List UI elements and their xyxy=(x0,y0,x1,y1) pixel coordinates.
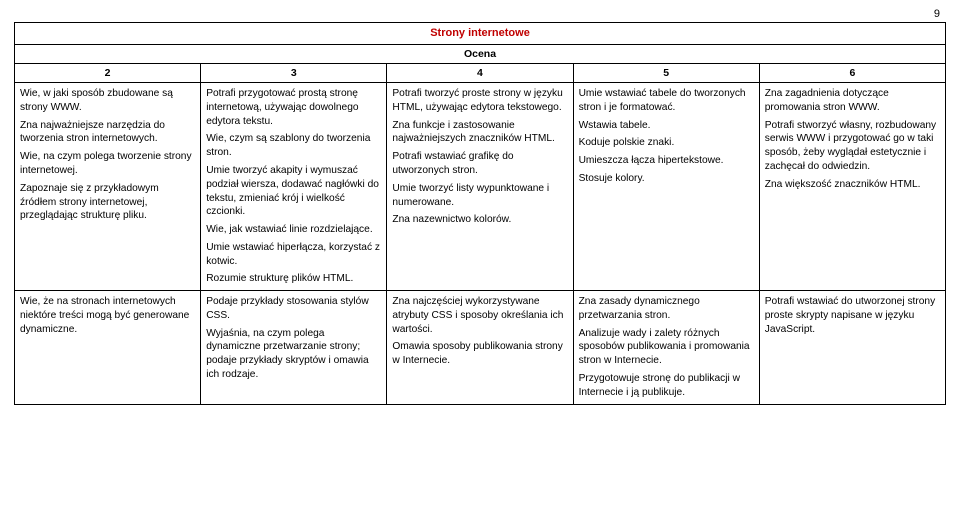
col-head-2: 2 xyxy=(15,64,201,83)
cell: Potrafi wstawiać do utworzonej strony pr… xyxy=(759,291,945,404)
table-subtitle: Ocena xyxy=(15,44,946,63)
rubric-table: Strony internetowe Ocena 2 3 4 5 6 Wie, … xyxy=(14,22,946,405)
cell-paragraph: Wie, jak wstawiać linie rozdzielające. xyxy=(206,223,381,237)
cell-paragraph: Potrafi przygotować prostą stronę intern… xyxy=(206,87,381,128)
cell: Potrafi przygotować prostą stronę intern… xyxy=(201,83,387,291)
page-number: 9 xyxy=(14,8,946,20)
cell-paragraph: Umie wstawiać tabele do tworzonych stron… xyxy=(579,87,754,115)
cell-paragraph: Wie, na czym polega tworzenie strony int… xyxy=(20,150,195,178)
cell-paragraph: Potrafi wstawiać grafikę do utworzonych … xyxy=(392,150,567,178)
cell-paragraph: Potrafi tworzyć proste strony w języku H… xyxy=(392,87,567,115)
col-head-6: 6 xyxy=(759,64,945,83)
table-row: Wie, w jaki sposób zbudowane są strony W… xyxy=(15,83,946,291)
col-head-4: 4 xyxy=(387,64,573,83)
table-title: Strony internetowe xyxy=(15,23,946,45)
cell-paragraph: Umie tworzyć listy wypunktowane i numero… xyxy=(392,182,567,210)
cell: Wie, w jaki sposób zbudowane są strony W… xyxy=(15,83,201,291)
cell: Zna zasady dynamicznego przetwarzania st… xyxy=(573,291,759,404)
cell-paragraph: Potrafi wstawiać do utworzonej strony pr… xyxy=(765,295,940,336)
cell-paragraph: Zna zagadnienia dotyczące promowania str… xyxy=(765,87,940,115)
cell-paragraph: Umieszcza łącza hipertekstowe. xyxy=(579,154,754,168)
cell-paragraph: Zna zasady dynamicznego przetwarzania st… xyxy=(579,295,754,323)
cell-paragraph: Koduje polskie znaki. xyxy=(579,136,754,150)
table-row: Wie, że na stronach internetowych niektó… xyxy=(15,291,946,404)
cell-paragraph: Wie, czym są szablony do tworzenia stron… xyxy=(206,132,381,160)
cell-paragraph: Podaje przykłady stosowania stylów CSS. xyxy=(206,295,381,323)
col-head-3: 3 xyxy=(201,64,387,83)
cell-paragraph: Umie wstawiać hiperłącza, korzystać z ko… xyxy=(206,241,381,269)
cell: Potrafi tworzyć proste strony w języku H… xyxy=(387,83,573,291)
cell-paragraph: Zna najczęściej wykorzystywane atrybuty … xyxy=(392,295,567,336)
cell-paragraph: Zna większość znaczników HTML. xyxy=(765,178,940,192)
cell-paragraph: Zapoznaje się z przykładowym źródłem str… xyxy=(20,182,195,223)
cell-paragraph: Stosuje kolory. xyxy=(579,172,754,186)
cell: Wie, że na stronach internetowych niektó… xyxy=(15,291,201,404)
column-header-row: 2 3 4 5 6 xyxy=(15,64,946,83)
cell-paragraph: Umie tworzyć akapity i wymuszać podział … xyxy=(206,164,381,219)
cell-paragraph: Wie, w jaki sposób zbudowane są strony W… xyxy=(20,87,195,115)
cell-paragraph: Zna nazewnictwo kolorów. xyxy=(392,213,567,227)
cell: Umie wstawiać tabele do tworzonych stron… xyxy=(573,83,759,291)
cell-paragraph: Zna funkcje i zastosowanie najważniejszy… xyxy=(392,119,567,147)
cell-paragraph: Wstawia tabele. xyxy=(579,119,754,133)
cell-paragraph: Analizuje wady i zalety różnych sposobów… xyxy=(579,327,754,368)
cell-paragraph: Wie, że na stronach internetowych niektó… xyxy=(20,295,195,336)
col-head-5: 5 xyxy=(573,64,759,83)
cell: Podaje przykłady stosowania stylów CSS. W… xyxy=(201,291,387,404)
cell-paragraph: Przygotowuje stronę do publikacji w Inte… xyxy=(579,372,754,400)
cell-paragraph: Wyjaśnia, na czym polega dynamiczne prze… xyxy=(206,327,381,382)
cell-paragraph: Omawia sposoby publikowania strony w Int… xyxy=(392,340,567,368)
cell: Zna zagadnienia dotyczące promowania str… xyxy=(759,83,945,291)
cell-paragraph: Rozumie strukturę plików HTML. xyxy=(206,272,381,286)
cell: Zna najczęściej wykorzystywane atrybuty … xyxy=(387,291,573,404)
cell-paragraph: Potrafi stworzyć własny, rozbudowany ser… xyxy=(765,119,940,174)
cell-paragraph: Zna najważniejsze narzędzia do tworzenia… xyxy=(20,119,195,147)
